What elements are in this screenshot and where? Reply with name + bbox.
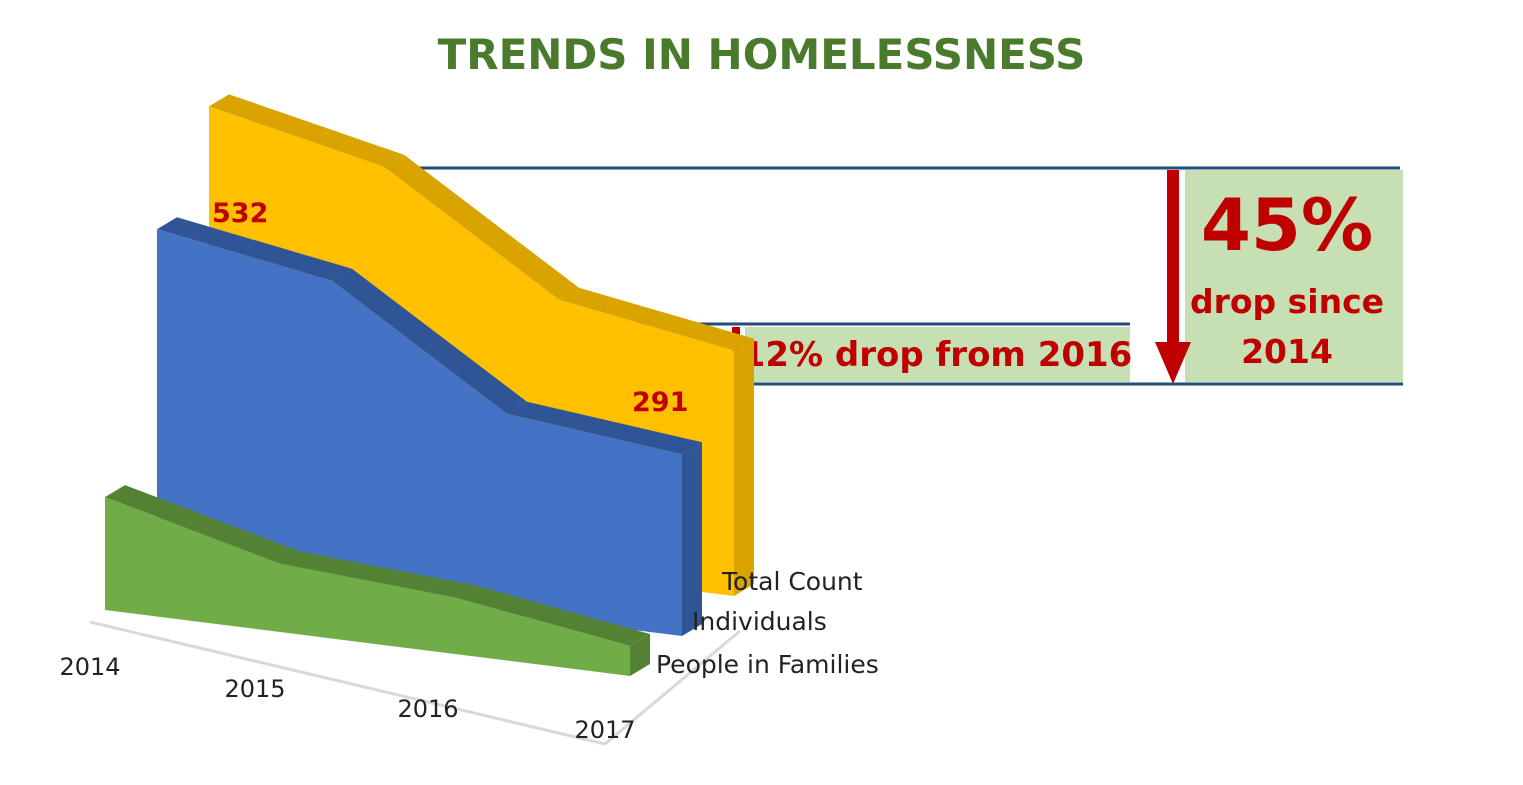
series-layer [105,94,754,676]
x-tick-label-2017: 2017 [574,716,635,744]
series-top-edge-individuals-2 [507,401,702,455]
series-top-edge-people-in-families-2 [455,585,650,646]
series-area-individuals [157,229,682,636]
series-label-individuals: Individuals [692,607,827,636]
series-top-edge-total-count-2 [559,287,754,351]
label-layer: 2014 2015 2016 2017 Total Count Individuals Pe… [59,198,878,744]
data-label-total-count-2014: 532 [212,198,268,229]
x-tick-label-2015: 2015 [224,675,285,703]
series-people-in-families [105,485,650,676]
series-side-individuals [682,442,702,636]
series-individuals [157,217,702,636]
series-top-edge-people-in-families-0 [105,485,300,564]
callout-big-percent: 45% [1201,183,1373,267]
data-label-total-count-2017: 291 [632,387,688,418]
series-top-edge-people-in-families-1 [280,551,475,598]
callout-small-bg [745,327,1130,382]
depth-axis-line [604,629,741,746]
series-area-people-in-families [105,497,630,676]
series-top-edge-total-count-0 [209,94,404,167]
series-label-people-in-families: People in Families [656,650,879,679]
series-top-edge-total-count-1 [384,154,579,300]
series-top-edge-individuals-0 [157,217,352,281]
x-axis-line [89,620,606,746]
callout-big-bg [1185,170,1403,382]
series-top-edge-individuals-1 [332,268,527,414]
callout-big-line2: 2014 [1241,332,1333,371]
arrow-down-big-icon [1155,170,1191,384]
x-tick-label-2016: 2016 [397,695,458,723]
chart-floor [89,620,741,746]
series-label-total-count: Total Count [721,567,863,596]
callout-big-line1: drop since [1190,282,1384,321]
series-side-total-count [734,338,754,596]
series-side-people-in-families [630,634,650,676]
x-tick-label-2014: 2014 [59,653,120,681]
callout-small-text: 12% drop from 2016 [742,335,1133,375]
page-title: TRENDS IN HOMELESSNESS [437,30,1086,79]
